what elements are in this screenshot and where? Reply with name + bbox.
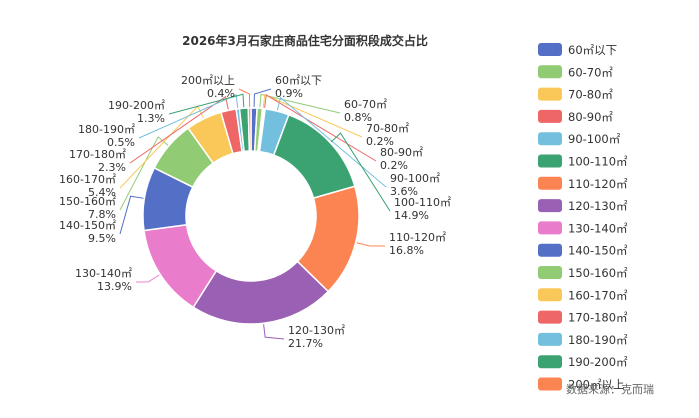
legend-label-160-170sqm: 160-170㎡ — [568, 288, 628, 302]
slice-value-180-190sqm: 0.5% — [107, 136, 135, 149]
slice-value-90-100sqm: 3.6% — [390, 185, 418, 198]
legend-swatch-70-80sqm — [538, 87, 562, 101]
slice-label-130-140sqm: 130-140㎡ 13.9% — [75, 267, 132, 293]
leader-180-190sqm — [138, 94, 239, 139]
legend-swatch-80-90sqm — [538, 109, 562, 123]
legend-swatch-180-190sqm — [538, 332, 562, 346]
slice-label-200sqm-over: 200㎡以上 0.4% — [181, 74, 235, 100]
legend: 60㎡以下 60-70㎡ 70-80㎡ 80-90㎡ 90-100㎡ 100-110㎡ 11… — [538, 43, 628, 392]
slice-value-160-170sqm: 5.4% — [88, 186, 116, 199]
slice-label-150-160sqm: 150-160㎡ 7.8% — [59, 195, 116, 221]
slice-label-190-200sqm: 190-200㎡ 1.3% — [108, 99, 165, 125]
slice-label-180-190sqm: 180-190㎡ 0.5% — [78, 123, 135, 149]
slice-label-100-110sqm: 100-110㎡ 14.9% — [394, 196, 451, 222]
legend-swatch-110-120sqm — [538, 176, 562, 190]
slice-label-140-150sqm: 140-150㎡ 9.5% — [59, 219, 116, 245]
legend-label-140-150sqm: 140-150㎡ — [568, 244, 628, 258]
slice-value-170-180sqm: 2.3% — [98, 161, 126, 174]
slice-value-60-70sqm: 0.8% — [344, 111, 372, 124]
legend-label-180-190sqm: 180-190㎡ — [568, 333, 628, 347]
legend-label-60sqm-under: 60㎡以下 — [568, 43, 617, 57]
legend-label-170-180sqm: 170-180㎡ — [568, 311, 628, 325]
leader-70-80sqm — [262, 94, 363, 138]
donut-slices — [142, 107, 360, 325]
leader-110-120sqm — [356, 242, 386, 247]
leader-60sqm-under — [253, 88, 272, 108]
legend-swatch-150-160sqm — [538, 266, 562, 279]
leader-100-110sqm — [330, 132, 391, 212]
legend-label-70-80sqm: 70-80㎡ — [568, 88, 613, 102]
leader-140-150sqm — [119, 195, 144, 235]
slice-value-110-120sqm: 16.8% — [389, 244, 424, 257]
legend-swatch-170-180sqm — [538, 310, 562, 324]
slice-label-120-130sqm: 120-130㎡ 21.7% — [288, 324, 345, 350]
legend-label-100-110sqm: 100-110㎡ — [568, 155, 628, 169]
slice-label-80-90sqm: 80-90㎡ 0.2% — [380, 146, 423, 172]
slice-value-150-160sqm: 7.8% — [88, 208, 116, 221]
legend-label-120-130sqm: 120-130㎡ — [568, 199, 628, 213]
slice-value-70-80sqm: 0.2% — [366, 135, 394, 148]
legend-swatch-60sqm-under — [538, 43, 562, 56]
legend-label-80-90sqm: 80-90㎡ — [568, 110, 613, 124]
legend-label-190-200sqm: 190-200㎡ — [568, 355, 628, 369]
source-note: 数据来源：克而瑞 — [566, 382, 654, 396]
slice-value-80-90sqm: 0.2% — [380, 159, 408, 172]
slice-value-140-150sqm: 9.5% — [88, 232, 116, 245]
leader-80-90sqm — [264, 94, 377, 162]
leader-130-140sqm — [135, 274, 160, 283]
slice-value-130-140sqm: 13.9% — [97, 280, 132, 293]
legend-swatch-140-150sqm — [538, 243, 562, 257]
chart-title: 2026年3月石家庄商品住宅分面积段成交占比 — [182, 33, 428, 48]
slice-label-110-120sqm: 110-120㎡ 16.8% — [389, 231, 446, 257]
legend-label-150-160sqm: 150-160㎡ — [568, 266, 628, 280]
slice-value-190-200sqm: 1.3% — [137, 112, 165, 125]
legend-swatch-190-200sqm — [538, 355, 562, 369]
slice-label-70-80sqm: 70-80㎡ 0.2% — [366, 122, 409, 148]
legend-label-90-100sqm: 90-100㎡ — [568, 132, 621, 146]
slice-value-200sqm-over: 0.4% — [207, 87, 235, 100]
leader-90-100sqm — [276, 96, 387, 188]
leader-150-160sqm — [119, 136, 169, 211]
slice-label-60sqm-under: 60㎡以下 0.9% — [275, 74, 322, 100]
slice-value-60sqm-under: 0.9% — [275, 87, 303, 100]
slice-label-90-100sqm: 90-100㎡ 3.6% — [390, 172, 440, 198]
leader-200sqm-over — [238, 88, 251, 108]
slice-labels: 60㎡以下 0.9%60-70㎡ 0.8%70-80㎡ 0.2%80-90㎡ 0.2%9… — [59, 74, 451, 350]
legend-label-130-140sqm: 130-140㎡ — [568, 221, 628, 235]
legend-swatch-100-110sqm — [538, 154, 562, 168]
legend-swatch-200sqm-over — [538, 377, 562, 391]
leader-60-70sqm — [259, 93, 341, 114]
label-leaders — [119, 88, 391, 340]
slice-label-170-180sqm: 170-180㎡ 2.3% — [69, 148, 126, 174]
legend-swatch-120-130sqm — [538, 199, 562, 213]
slice-label-160-170sqm: 160-170㎡ 5.4% — [59, 173, 116, 199]
slice-100-110sqm — [272, 113, 356, 200]
leader-190-200sqm — [168, 93, 245, 115]
legend-swatch-160-170sqm — [538, 288, 562, 302]
slice-200sqm-over — [247, 107, 252, 152]
legend-label-60-70sqm: 60-70㎡ — [568, 65, 613, 79]
leader-120-130sqm — [263, 324, 285, 340]
legend-swatch-130-140sqm — [538, 221, 562, 235]
slice-value-120-130sqm: 21.7% — [288, 337, 323, 350]
leader-170-180sqm — [129, 95, 229, 164]
legend-label-110-120sqm: 110-120㎡ — [568, 177, 628, 191]
legend-swatch-90-100sqm — [538, 132, 562, 146]
slice-label-60-70sqm: 60-70㎡ 0.8% — [344, 98, 387, 124]
legend-swatch-60-70sqm — [538, 65, 562, 79]
legend-label-200sqm-over: 200㎡以上 — [568, 378, 624, 392]
slice-value-100-110sqm: 14.9% — [394, 209, 429, 222]
